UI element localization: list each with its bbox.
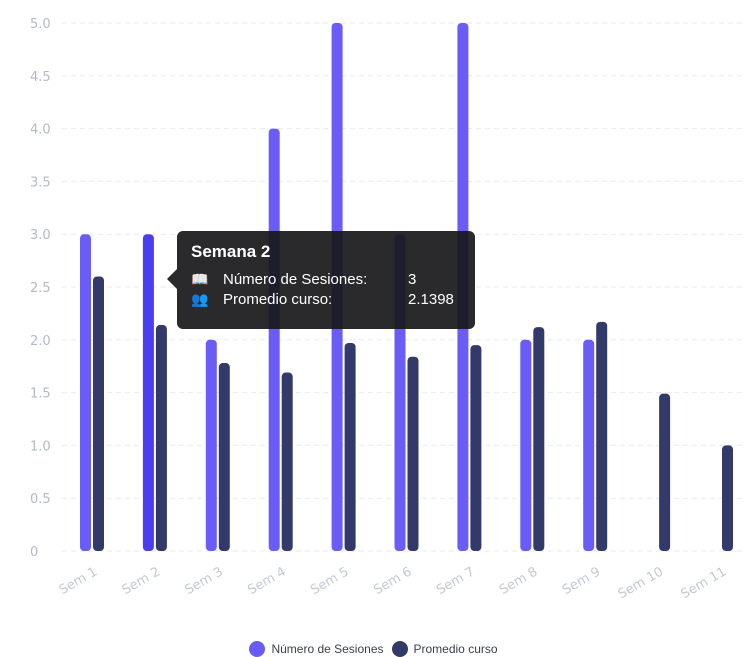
y-tick-label: 2.5 — [30, 281, 51, 296]
x-tick-label: Sem 1 — [57, 564, 100, 598]
y-tick-label: 2.0 — [30, 334, 51, 349]
legend-item-average[interactable]: Promedio curso — [391, 641, 498, 657]
x-tick-label: Sem 10 — [616, 564, 666, 602]
y-tick-label: 0 — [30, 545, 38, 560]
x-axis-ticks: Sem 1 Sem 2 Sem 3 Sem 4 Sem 5 Sem 6 Sem 7 Sem 8… — [57, 564, 729, 602]
tooltip-label: Número de Sesiones: — [223, 270, 368, 288]
x-tick-label: Sem 6 — [371, 564, 414, 598]
y-tick-label: 4.5 — [30, 70, 51, 85]
bar-sessions[interactable] — [80, 234, 91, 551]
bar-average[interactable] — [659, 393, 671, 551]
x-tick-label: Sem 8 — [497, 564, 540, 598]
book-icon: 📖 — [191, 270, 209, 287]
gridlines — [62, 22, 745, 552]
bar-sessions[interactable] — [205, 339, 217, 551]
legend: Número de Sesiones Promedio curso — [0, 641, 747, 657]
tooltip-row-average: 👥 Promedio curso: 2.1398 — [191, 289, 461, 309]
x-tick-label: Sem 2 — [120, 564, 163, 598]
bar-average[interactable] — [155, 325, 167, 551]
users-icon: 👥 — [191, 290, 209, 307]
bar-sessions[interactable] — [142, 234, 154, 551]
y-tick-label: 1.5 — [30, 387, 51, 402]
legend-marker-average — [391, 641, 408, 657]
y-tick-label: 5.0 — [30, 17, 51, 32]
y-tick-label: 0.5 — [30, 492, 51, 507]
legend-marker-sessions — [249, 641, 266, 657]
legend-label: Promedio curso — [413, 642, 498, 656]
legend-item-sessions[interactable]: Número de Sesiones — [249, 641, 384, 657]
tooltip-value: 2.1398 — [408, 290, 454, 308]
bar-average[interactable] — [281, 372, 293, 551]
x-tick-label: Sem 7 — [434, 564, 477, 598]
bar-average[interactable] — [93, 276, 104, 551]
bar-average[interactable] — [407, 356, 419, 551]
bar-sessions[interactable] — [583, 339, 595, 551]
bar-average[interactable] — [596, 321, 608, 551]
x-tick-label: Sem 5 — [308, 564, 351, 598]
y-tick-label: 4.0 — [30, 123, 51, 138]
x-tick-label: Sem 3 — [183, 564, 226, 598]
tooltip-row-sessions: 📖 Número de Sesiones: 3 — [191, 269, 461, 289]
bar-sessions[interactable] — [520, 339, 532, 551]
tooltip-value: 3 — [408, 270, 417, 288]
legend-label: Número de Sesiones — [271, 642, 384, 656]
tooltip-title: Semana 2 — [191, 242, 271, 261]
bar-average[interactable] — [344, 342, 356, 551]
y-tick-label: 3.0 — [30, 228, 51, 243]
x-tick-label: Sem 4 — [245, 564, 288, 598]
bar-average[interactable] — [722, 445, 733, 551]
tooltip-caret — [167, 269, 177, 289]
bar-average[interactable] — [218, 363, 230, 551]
y-tick-label: 3.5 — [30, 175, 51, 190]
y-axis-ticks: 0 0.5 1.0 1.5 2.0 2.5 3.0 3.5 4.0 4.5 5.0 — [30, 17, 51, 560]
bar-sessions[interactable] — [268, 128, 280, 551]
bar-average[interactable] — [470, 345, 482, 551]
tooltip-label: Promedio curso: — [223, 290, 333, 308]
y-tick-label: 1.0 — [30, 439, 51, 454]
tooltip: Semana 2 📖 Número de Sesiones: 3 👥 Prome… — [167, 231, 475, 329]
x-tick-label: Sem 9 — [560, 564, 603, 598]
bar-average[interactable] — [533, 327, 545, 551]
x-tick-label: Sem 11 — [679, 564, 729, 602]
